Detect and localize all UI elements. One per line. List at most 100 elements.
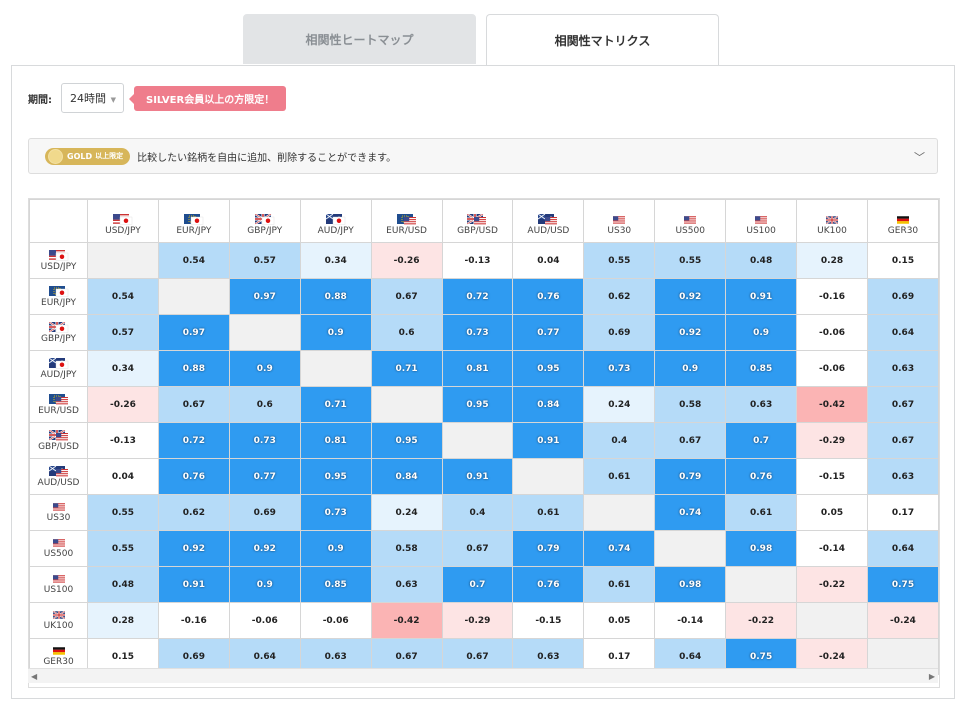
row-header-label: US30	[46, 512, 71, 523]
correlation-cell: 0.55	[87, 530, 159, 567]
correlation-cell: 0.97	[228, 278, 301, 315]
table-row: UK100 0.28 -0.16 -0.06 -0.06 -0.42 -0.29 -0.15 0…	[29, 602, 939, 639]
correlation-cell: 0.05	[583, 602, 656, 639]
correlation-cell: 0.73	[441, 314, 514, 351]
correlation-cell: 0.81	[441, 350, 514, 387]
correlation-cell: 0.74	[583, 530, 656, 567]
correlation-cell: 0.7	[441, 566, 514, 603]
row-header-label: GBP/JPY	[41, 333, 76, 344]
correlation-cell: 0.92	[654, 278, 727, 315]
col-header-label: USD/JPY	[105, 226, 141, 236]
correlation-cell: -0.24	[866, 602, 939, 639]
ger30-flag-icon	[52, 646, 65, 655]
correlation-cell: 0.67	[866, 386, 939, 423]
correlation-cell: -0.42	[796, 386, 868, 423]
correlation-cell: 0.98	[725, 530, 798, 567]
correlation-cell: 0.92	[157, 530, 230, 567]
col-header-label: GBP/USD	[457, 226, 498, 236]
correlation-cell: 0.9	[228, 350, 301, 387]
diagonal-cell	[228, 314, 301, 351]
correlation-cell: 0.76	[512, 566, 585, 603]
correlation-cell: 0.71	[299, 386, 372, 423]
row-header-aud-jpy: AUD/JPY	[29, 350, 88, 387]
correlation-cell: 0.9	[299, 314, 372, 351]
gold-badge-label: GOLD	[67, 151, 93, 161]
correlation-cell: -0.16	[157, 602, 230, 639]
correlation-cell: 0.76	[725, 458, 798, 495]
col-header-us500: US500	[654, 199, 727, 243]
correlation-cell: 0.81	[299, 422, 372, 459]
us500-flag-icon	[52, 538, 65, 547]
correlation-cell: 0.61	[583, 566, 656, 603]
row-header-label: EUR/JPY	[41, 297, 76, 308]
col-header-label: US30	[607, 226, 632, 236]
correlation-cell: -0.15	[512, 602, 585, 639]
row-header-gbp-usd: GBP/USD	[29, 422, 88, 459]
col-header-aud-jpy: AUD/JPY	[299, 199, 372, 243]
eur-jpy-flag-icon	[183, 214, 204, 225]
row-header-label: US100	[43, 584, 74, 595]
scroll-right-icon[interactable]: ▶	[928, 672, 935, 681]
us30-flag-icon	[52, 502, 65, 511]
col-header-label: EUR/USD	[386, 226, 427, 236]
col-header-label: GER30	[887, 226, 919, 236]
correlation-table-wrap[interactable]: USD/JPY EUR/JPY GBP/JPY AUD/JPY EUR/USD GBP/U…	[28, 198, 940, 688]
col-header-ger30: GER30	[866, 199, 939, 243]
col-header-eur-usd: EUR/USD	[370, 199, 443, 243]
scroll-left-icon[interactable]: ◀	[31, 672, 38, 681]
col-header-label: AUD/USD	[527, 226, 570, 236]
aud-jpy-flag-icon	[325, 213, 346, 225]
correlation-cell: 0.76	[157, 458, 230, 495]
table-row: AUD/JPY 0.34 0.88 0.9 0.71 0.81 0.95 0.73 0.9 0.8…	[29, 350, 939, 387]
correlation-cell: -0.14	[796, 530, 868, 567]
us100-flag-icon	[52, 574, 65, 583]
col-header-usd-jpy: USD/JPY	[87, 199, 159, 243]
correlation-cell: 0.69	[583, 314, 656, 351]
uk100-flag-icon	[52, 610, 65, 619]
table-row: AUD/USD 0.04 0.76 0.77 0.95 0.84 0.91 0.61 0.79 0…	[29, 458, 939, 495]
correlation-cell: -0.13	[441, 242, 514, 279]
correlation-cell: -0.14	[654, 602, 727, 639]
row-header-label: EUR/USD	[38, 405, 79, 416]
silver-only-badge: SILVER会員以上の方限定！	[128, 85, 287, 111]
correlation-cell: 0.95	[441, 386, 514, 423]
gold-feature-bar[interactable]: GOLD 以上限定 比較したい銘柄を自由に追加、削除することができます。 ﹀	[28, 138, 938, 174]
tab-matrix[interactable]: 相関性マトリクス	[486, 14, 719, 66]
row-header-usd-jpy: USD/JPY	[29, 242, 88, 279]
correlation-cell: 0.57	[228, 242, 301, 279]
gold-badge-sub: 以上限定	[95, 152, 124, 160]
tab-heatmap[interactable]: 相関性ヒートマップ	[243, 14, 476, 64]
correlation-cell: 0.61	[512, 494, 585, 531]
correlation-cell: 0.72	[157, 422, 230, 459]
correlation-cell: 0.74	[654, 494, 727, 531]
row-header-uk100: UK100	[29, 602, 88, 639]
correlation-cell: 0.6	[228, 386, 301, 423]
horizontal-scrollbar[interactable]: ◀ ▶	[28, 668, 938, 683]
ger30-flag-icon	[896, 216, 909, 224]
gbp-usd-flag-icon	[47, 428, 69, 441]
correlation-cell: 0.55	[87, 494, 159, 531]
correlation-cell: -0.06	[796, 314, 868, 351]
correlation-cell: 0.61	[725, 494, 798, 531]
period-value: 24時間	[70, 92, 106, 105]
period-select[interactable]: 24時間 ▼	[61, 83, 124, 113]
correlation-cell: -0.29	[796, 422, 868, 459]
aud-usd-flag-icon	[538, 213, 558, 225]
corner-cell	[29, 199, 88, 243]
correlation-cell: 0.62	[583, 278, 656, 315]
correlation-cell: 0.97	[157, 314, 230, 351]
us30-flag-icon	[613, 216, 626, 224]
correlation-cell: 0.88	[299, 278, 372, 315]
correlation-cell: 0.92	[654, 314, 727, 351]
col-header-uk100: UK100	[796, 199, 868, 243]
correlation-cell: 0.17	[866, 494, 939, 531]
col-header-eur-jpy: EUR/JPY	[157, 199, 230, 243]
diagonal-cell	[87, 242, 159, 279]
table-row: US30 0.55 0.62 0.69 0.73 0.24 0.4 0.61 0.74 0.61 0…	[29, 494, 939, 531]
aud-jpy-flag-icon	[48, 357, 69, 369]
table-row: EUR/USD -0.26 0.67 0.6 0.71 0.95 0.84 0.24 0.58 0…	[29, 386, 939, 423]
chevron-down-icon[interactable]: ﹀	[914, 151, 925, 164]
correlation-table: USD/JPY EUR/JPY GBP/JPY AUD/JPY EUR/USD GBP/U…	[29, 199, 939, 675]
row-header-us100: US100	[29, 566, 88, 603]
table-row: USD/JPY 0.54 0.57 0.34 -0.26 -0.13 0.04 0.55 0.5…	[29, 242, 939, 279]
